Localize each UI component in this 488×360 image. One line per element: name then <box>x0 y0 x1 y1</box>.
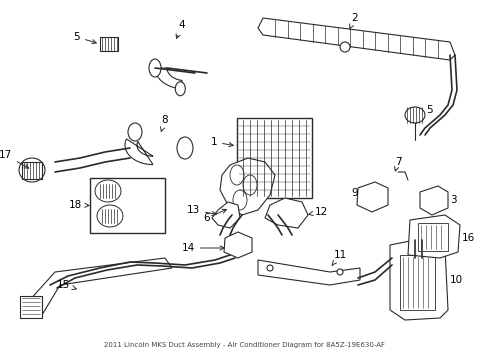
Text: 5: 5 <box>425 105 432 115</box>
Polygon shape <box>224 232 251 258</box>
Ellipse shape <box>175 82 185 96</box>
Text: 5: 5 <box>73 32 96 44</box>
Text: 4: 4 <box>176 20 185 39</box>
Polygon shape <box>28 258 172 318</box>
Polygon shape <box>155 68 182 89</box>
Text: 6: 6 <box>203 209 226 223</box>
Ellipse shape <box>177 137 193 159</box>
Polygon shape <box>258 260 359 285</box>
Polygon shape <box>212 202 240 228</box>
Text: 10: 10 <box>449 275 462 285</box>
Ellipse shape <box>128 123 142 141</box>
Text: 8: 8 <box>160 115 168 131</box>
Ellipse shape <box>404 107 424 123</box>
Bar <box>20 296 42 318</box>
Text: 13: 13 <box>186 205 216 216</box>
Ellipse shape <box>336 269 342 275</box>
Polygon shape <box>356 182 387 212</box>
Bar <box>237 118 311 198</box>
Text: 3: 3 <box>449 195 456 205</box>
Bar <box>417 223 447 251</box>
Polygon shape <box>389 240 447 320</box>
Bar <box>22 162 42 179</box>
Ellipse shape <box>95 180 121 202</box>
Text: 9: 9 <box>351 188 357 198</box>
Bar <box>399 255 434 310</box>
Text: 17: 17 <box>0 150 29 168</box>
Text: 18: 18 <box>69 200 89 210</box>
Text: 14: 14 <box>182 243 224 253</box>
Text: 1: 1 <box>210 137 233 147</box>
Bar <box>100 37 118 51</box>
Text: 12: 12 <box>308 207 327 217</box>
Text: 2: 2 <box>349 13 358 29</box>
Text: 16: 16 <box>461 233 474 243</box>
Ellipse shape <box>232 190 246 210</box>
Ellipse shape <box>149 59 161 77</box>
Ellipse shape <box>339 42 349 52</box>
Ellipse shape <box>97 205 123 227</box>
Ellipse shape <box>243 175 257 195</box>
Polygon shape <box>258 18 454 60</box>
Polygon shape <box>419 186 447 215</box>
Polygon shape <box>125 139 153 165</box>
Ellipse shape <box>229 165 244 185</box>
Polygon shape <box>407 215 459 258</box>
Polygon shape <box>220 158 274 215</box>
Text: 2011 Lincoln MKS Duct Assembly - Air Conditioner Diagram for 8A5Z-19E630-AF: 2011 Lincoln MKS Duct Assembly - Air Con… <box>104 342 384 348</box>
Text: 11: 11 <box>331 250 346 265</box>
Ellipse shape <box>266 265 272 271</box>
Bar <box>90 178 164 233</box>
Polygon shape <box>264 198 307 228</box>
Text: 15: 15 <box>57 280 76 290</box>
Text: 7: 7 <box>394 157 401 171</box>
